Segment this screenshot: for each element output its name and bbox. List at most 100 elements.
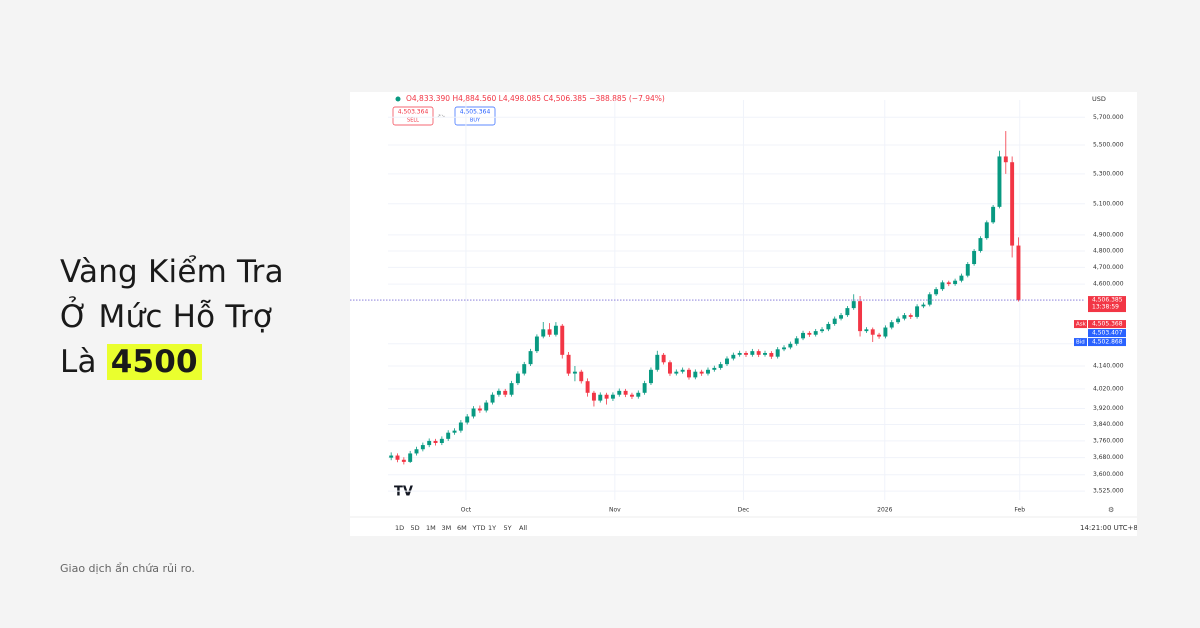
candle-body [832,318,837,324]
candle-body [946,282,951,285]
candle-body [737,352,742,355]
candle-body [826,323,831,330]
candle-body [427,440,432,446]
y-tick-label: 5,100.000 [1093,200,1124,207]
x-tick-label: Feb [1014,507,1025,514]
mid-box [1088,329,1126,338]
buy-button[interactable] [454,106,496,126]
candle-body [902,315,907,319]
y-tick-label: 3,525.000 [1093,488,1124,495]
y-tick-label: 5,700.000 [1093,114,1124,121]
candle-body [642,383,647,393]
candle-body [864,329,869,332]
candle-body [503,390,508,395]
y-tick-label: 5,300.000 [1093,170,1124,177]
candle-body [522,364,527,374]
last-price-box [1088,296,1126,313]
candle-body [725,358,729,365]
y-tick-label: 4,900.000 [1093,231,1124,238]
candle-body [465,416,470,423]
candle-body [680,369,685,372]
x-tick-label: Dec [738,507,750,514]
candle-body [1016,245,1021,301]
range-button[interactable]: 1Y [488,524,496,532]
candle-body [706,369,710,374]
candle-body [699,371,704,374]
candle-body [934,289,939,295]
candle-body [477,408,482,411]
countdown: 13:38:59 [1092,304,1119,311]
candle-body [629,394,634,397]
candle-body [782,347,786,350]
candle-body [718,364,723,368]
range-button[interactable]: All [519,524,527,532]
range-button[interactable]: 1M [426,524,436,532]
candle-body [439,438,444,443]
candle-body [896,318,901,323]
currency: USD [1092,95,1106,103]
y-tick-label: 3,680.000 [1093,454,1124,461]
candle-body [509,383,514,395]
candle-body [915,306,920,317]
candle-body [452,430,457,433]
candle-body [661,354,666,363]
sell-button[interactable] [392,106,434,126]
y-tick-label: 4,700.000 [1093,264,1124,271]
headline-line: Là 4500 [60,340,284,385]
ohlc-legend: O4,833.390 H4,884.560 L4,498.085 C4,506.… [406,94,665,103]
candle-body [851,301,856,309]
candle-body [414,449,419,454]
settings-icon[interactable]: ⚙ [1108,506,1114,514]
chart: O4,833.390 H4,884.560 L4,498.085 C4,506.… [350,92,1137,536]
y-tick-label: 4,600.000 [1093,281,1124,288]
candle-body [668,362,672,374]
candle-body [756,351,761,355]
candle-body [775,349,780,357]
range-button[interactable]: YTD [472,524,486,532]
candle-body [623,390,628,395]
candle-body [579,371,584,382]
candle-body [978,238,983,251]
candle-body [921,304,926,307]
candle-body [636,392,641,397]
ask-tag-box [1074,320,1087,329]
candle-body [820,329,825,332]
bid-label: 4,502.868 [1092,339,1123,346]
candle-body [940,282,945,290]
logo: TV [394,485,413,500]
range-button[interactable]: 1D [395,524,404,532]
candle-body [446,432,451,439]
spread: ↗↘ [437,114,445,120]
candle-body [807,332,812,335]
candle-body [991,206,996,223]
candle-body [389,455,394,458]
y-tick-label: 4,140.000 [1093,363,1124,370]
sell-label: SELL [407,118,419,124]
candle-body [566,354,571,374]
candle-body [788,343,793,348]
candle-body [687,369,691,378]
status-dot [395,96,401,102]
headline-line: Ở Mức Hỗ Trợ [60,299,273,335]
candle-body [1010,162,1015,246]
candle-body [598,394,603,401]
candle-body [528,351,533,365]
candle-body [889,322,894,328]
candle-body [553,325,558,335]
y-tick-label: 3,920.000 [1093,405,1124,412]
candle-body [655,354,660,370]
range-button[interactable]: 3M [442,524,452,532]
ask-box [1088,320,1126,329]
candle-body [547,329,552,335]
range-button[interactable]: 6M [457,524,467,532]
range-button[interactable]: 5D [411,524,420,532]
range-button[interactable]: 5Y [504,524,512,532]
bid-box [1088,338,1126,347]
candle-body [572,371,577,374]
candle-body [845,308,850,316]
sell-price: 4,503.364 [398,109,429,116]
x-tick-label: Nov [609,507,621,514]
candle-body [965,264,970,276]
